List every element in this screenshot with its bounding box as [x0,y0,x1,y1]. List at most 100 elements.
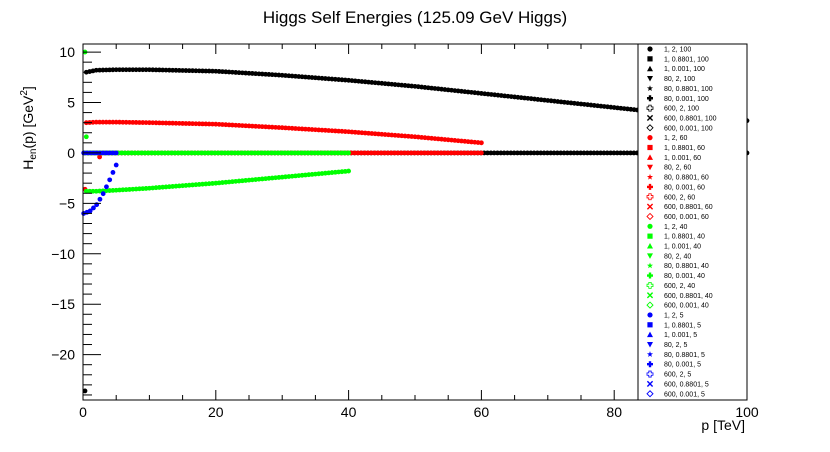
data-point [505,150,510,156]
data-point [133,120,139,125]
data-point [196,150,201,156]
data-point [272,150,278,156]
y-axis-label-end: ] [20,86,36,90]
legend-marker [647,272,653,279]
legend-marker [647,243,653,249]
series-2 [82,388,88,394]
y-axis-label-sup: 2 [19,90,30,96]
data-point [422,150,428,156]
legend-label: 80, 0.001, 100 [664,96,709,103]
data-point [159,150,165,156]
data-point [219,150,225,156]
data-point [130,120,136,125]
data-point [145,150,151,156]
legend-entry: 1, 0.001, 100 [647,65,705,73]
legend-label: 1, 2, 100 [664,47,691,54]
legend-label: 600, 2, 5 [664,372,691,379]
legend-label: 80, 0.001, 60 [664,184,705,191]
data-point [91,205,96,211]
data-point [104,184,109,190]
y-tick-label: −5 [59,195,75,211]
legend-marker [646,292,654,299]
legend-marker [647,331,653,338]
data-point [93,119,99,125]
series-3 [83,119,484,146]
legend-entry: 80, 0.001, 100 [647,95,709,103]
legend-entry: 1, 2, 5 [647,312,684,319]
data-point [182,150,188,156]
legend-label: 80, 0.8801, 100 [664,86,713,93]
legend-marker [647,154,653,160]
data-point [584,150,590,156]
legend: 1, 2, 100 1, 0.8801, 100 1, 0.001, 100 80, … [637,43,748,401]
legend-entry: 80, 2, 100 [647,76,695,83]
legend-marker [647,144,653,151]
y-tick-label: 5 [67,94,75,110]
series-6 [97,154,102,160]
data-point [319,150,325,156]
data-point [564,150,570,156]
legend-entry: 1, 0.8801, 60 [647,144,705,152]
data-point [117,119,122,125]
data-point [332,150,338,156]
legend-label: 80, 0.001, 5 [664,362,701,369]
data-point [379,150,384,156]
legend-label: 600, 2, 40 [664,283,695,290]
data-point [491,150,497,156]
data-point [212,150,218,156]
data-point [372,150,378,156]
legend-marker [647,322,653,328]
data-point [439,150,444,156]
data-point [479,140,484,146]
legend-entry: 80, 0.8801, 40 [646,262,709,270]
data-point [117,67,122,73]
data-point [306,150,311,156]
legend-marker [646,85,654,91]
data-point [82,388,88,394]
data-point [123,67,129,73]
legend-entry: 80, 0.001, 5 [647,361,701,369]
data-point [239,150,245,156]
data-point [485,150,490,156]
data-point [538,150,544,156]
legend-label: 1, 2, 60 [664,135,687,142]
data-point [143,120,149,126]
data-point [488,150,494,156]
data-point [445,150,451,156]
legend-label: 600, 0.001, 5 [664,391,705,398]
data-point [229,150,235,156]
data-point [508,150,514,156]
data-point [97,119,102,125]
data-point [299,150,305,156]
data-point [87,188,93,194]
data-point [511,150,517,156]
legend-marker [647,233,653,239]
x-tick-label: 60 [474,404,490,420]
data-point [352,150,358,156]
data-point [342,150,348,156]
data-point [103,119,109,125]
data-point [608,150,614,156]
data-point [614,150,620,156]
data-point [113,162,119,168]
legend-marker [647,223,653,229]
data-point [156,150,161,156]
legend-entry: 1, 2, 100 [647,46,691,54]
data-point [346,150,351,156]
legend-marker [646,124,654,132]
legend-entry: 1, 2, 40 [647,223,687,231]
legend-marker [646,301,654,309]
data-point [279,150,285,156]
legend-entry: 80, 0.001, 60 [647,183,705,191]
legend-marker [646,282,654,289]
data-point [176,150,181,156]
y-tick-label: −20 [51,347,75,363]
data-point [415,150,421,156]
x-tick-label: 40 [341,404,357,420]
data-point [110,170,116,175]
data-point [495,150,500,156]
data-point [322,150,328,156]
data-point [236,150,241,156]
data-point [624,150,630,156]
data-point [139,150,145,156]
